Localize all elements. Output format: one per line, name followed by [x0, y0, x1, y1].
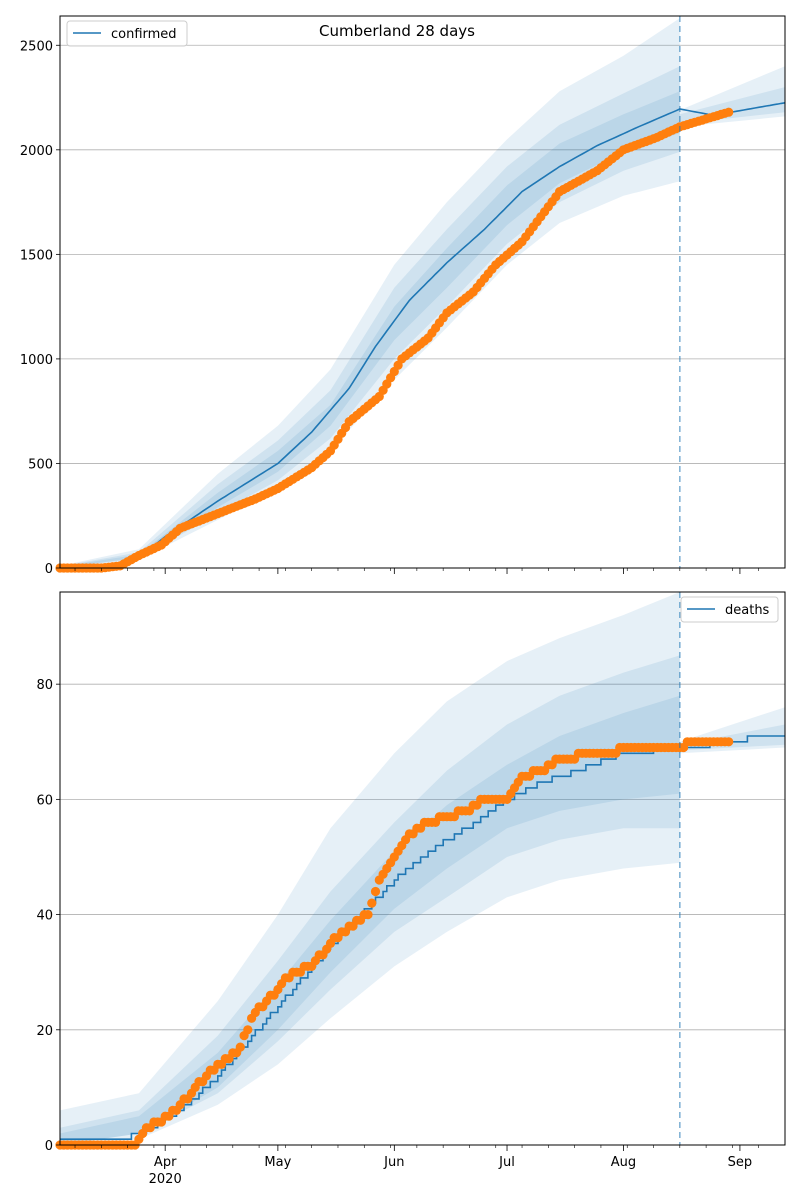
- x-month-label: Aug: [611, 1155, 636, 1170]
- deaths-observed-point: [370, 886, 381, 897]
- deaths-gridlines: [60, 683, 785, 1031]
- deaths-observed-points: [55, 737, 734, 1150]
- confirmed-y-tick-label: 2500: [20, 39, 53, 54]
- deaths-panel: 0 20 40 60 80 deaths: [36, 591, 786, 1154]
- deaths-observed-point: [235, 1042, 245, 1052]
- confirmed-observed-points: [55, 107, 734, 573]
- deaths-observed-point: [724, 737, 734, 747]
- x-year-label: 2020: [149, 1172, 182, 1187]
- x-month-label: Sep: [728, 1155, 753, 1170]
- deaths-y-tick-label: 20: [36, 1024, 53, 1039]
- confirmed-confidence-bands: [60, 18, 785, 569]
- deaths-axes-frame: [59, 591, 786, 1146]
- deaths-y-tick-label: 80: [36, 678, 53, 693]
- x-month-label: May: [264, 1155, 291, 1170]
- deaths-y-tick-label: 60: [36, 793, 53, 808]
- deaths-y-tick-label: 40: [36, 909, 53, 924]
- confirmed-band-1: [60, 18, 680, 569]
- deaths-y-tick-label: 0: [45, 1139, 53, 1154]
- deaths-legend: deaths: [680, 596, 779, 623]
- confirmed-observed-point: [724, 107, 734, 117]
- confirmed-legend-label: confirmed: [111, 27, 177, 42]
- deaths-model-line: [60, 735, 785, 1140]
- deaths-observed-point: [243, 1025, 253, 1035]
- confirmed-y-tick-label: 2000: [20, 144, 53, 159]
- x-month-label: Jun: [383, 1155, 404, 1170]
- x-axis-date-labels: Apr May Jun Jul Aug Sep 2020: [149, 1155, 753, 1187]
- deaths-observed-point: [367, 898, 377, 908]
- deaths-legend-label: deaths: [725, 603, 770, 618]
- confirmed-y-tick-label: 500: [28, 457, 53, 472]
- confirmed-plot-area: [60, 16, 785, 568]
- x-month-label: Jul: [498, 1155, 515, 1170]
- deaths-y-axis-ticks: 0 20 40 60 80: [36, 678, 60, 1154]
- deaths-legend-box: [680, 596, 779, 623]
- deaths-model-path: [60, 735, 785, 1140]
- confirmed-legend: confirmed: [66, 20, 188, 47]
- confirmed-legend-box: [66, 20, 188, 47]
- confirmed-y-axis-ticks: 0 500 1000 1500 2000 2500: [20, 39, 60, 577]
- deaths-band-3: [60, 695, 680, 1145]
- confirmed-band-4: [679, 66, 785, 127]
- x-month-label: Apr: [154, 1155, 177, 1170]
- deaths-observed-point: [363, 910, 373, 920]
- figure-title: Cumberland 28 days: [319, 22, 475, 40]
- confirmed-y-tick-label: 1500: [20, 248, 53, 263]
- confirmed-y-tick-label: 0: [45, 562, 53, 577]
- confirmed-axes-frame: [59, 15, 786, 569]
- deaths-band-1: [60, 592, 680, 1145]
- confirmed-y-tick-label: 1000: [20, 353, 53, 368]
- confirmed-band-2: [60, 66, 680, 568]
- confirmed-band-3: [60, 91, 680, 569]
